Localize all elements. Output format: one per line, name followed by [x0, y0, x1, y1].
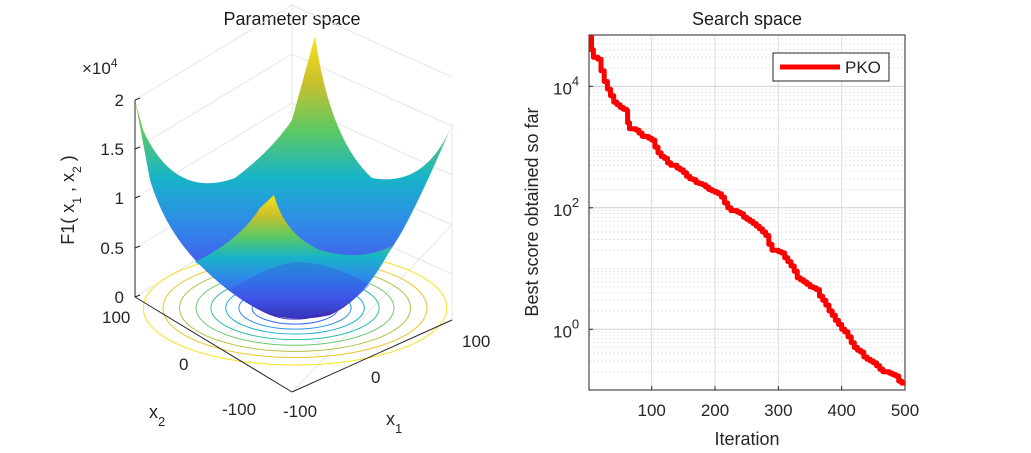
x2-tick-neg100: -100	[222, 400, 256, 419]
x1-axis-label: x1	[386, 409, 402, 436]
z-scale-label: ×104	[82, 56, 118, 78]
x1-tick-0: 0	[371, 368, 380, 387]
x1-tick-neg100: -100	[283, 402, 317, 421]
z-tick-label: 2	[115, 91, 124, 110]
surface-axes	[134, 100, 453, 393]
legend: PKO	[772, 52, 890, 82]
convergence-plot-frame	[588, 34, 906, 391]
convergence-y-ticks: 104 102 100	[553, 73, 593, 341]
surface-plot-panel: Parameter space 00.511.52 ×104 F1( x1 , …	[58, 4, 490, 436]
z-tick-mark	[134, 195, 141, 199]
z-tick-label: 1	[115, 189, 124, 208]
x2-tick-100: 100	[102, 308, 130, 327]
convergence-plot-title: Search space	[692, 9, 802, 29]
surface-front-lobe	[195, 195, 392, 319]
z-tick-label: 1.5	[100, 140, 124, 159]
z-axis-label: F1( x1 , x2 )	[58, 155, 84, 244]
z-tick-label: 0	[115, 288, 124, 307]
x-tick-label: 400	[827, 401, 855, 420]
pko-series-line	[589, 35, 905, 386]
x-tick-label: 300	[764, 401, 792, 420]
surface-bowl-shade	[230, 262, 370, 318]
convergence-grid	[589, 34, 905, 391]
convergence-plot-panel: Search space 100 200 300 400 500 104 102 100 I…	[522, 9, 919, 449]
x1-tick-100: 100	[462, 332, 490, 351]
x-tick-label: 200	[701, 401, 729, 420]
convergence-y-label: Best score obtained so far	[522, 107, 542, 316]
z-tick-label: 0.5	[100, 239, 124, 258]
x2-axis-label: x2	[149, 402, 165, 429]
legend-label-pko: PKO	[845, 58, 881, 77]
surface	[135, 36, 452, 319]
x-tick-label: 100	[638, 401, 666, 420]
z-axis-ticks: 0 0.5 1 1.5 2	[100, 91, 141, 307]
x2-tick-0: 0	[179, 355, 188, 374]
y-tick-label: 102	[553, 195, 579, 220]
convergence-x-label: Iteration	[714, 429, 779, 449]
y-tick-label: 100	[553, 316, 579, 341]
z-tick-mark	[134, 97, 141, 101]
z-tick-mark	[134, 245, 141, 249]
z-tick-mark	[134, 146, 141, 150]
z-tick-mark	[134, 294, 141, 298]
y-tick-label: 104	[553, 73, 579, 98]
convergence-x-ticks: 100 200 300 400 500	[638, 386, 919, 420]
x-tick-label: 500	[891, 401, 919, 420]
